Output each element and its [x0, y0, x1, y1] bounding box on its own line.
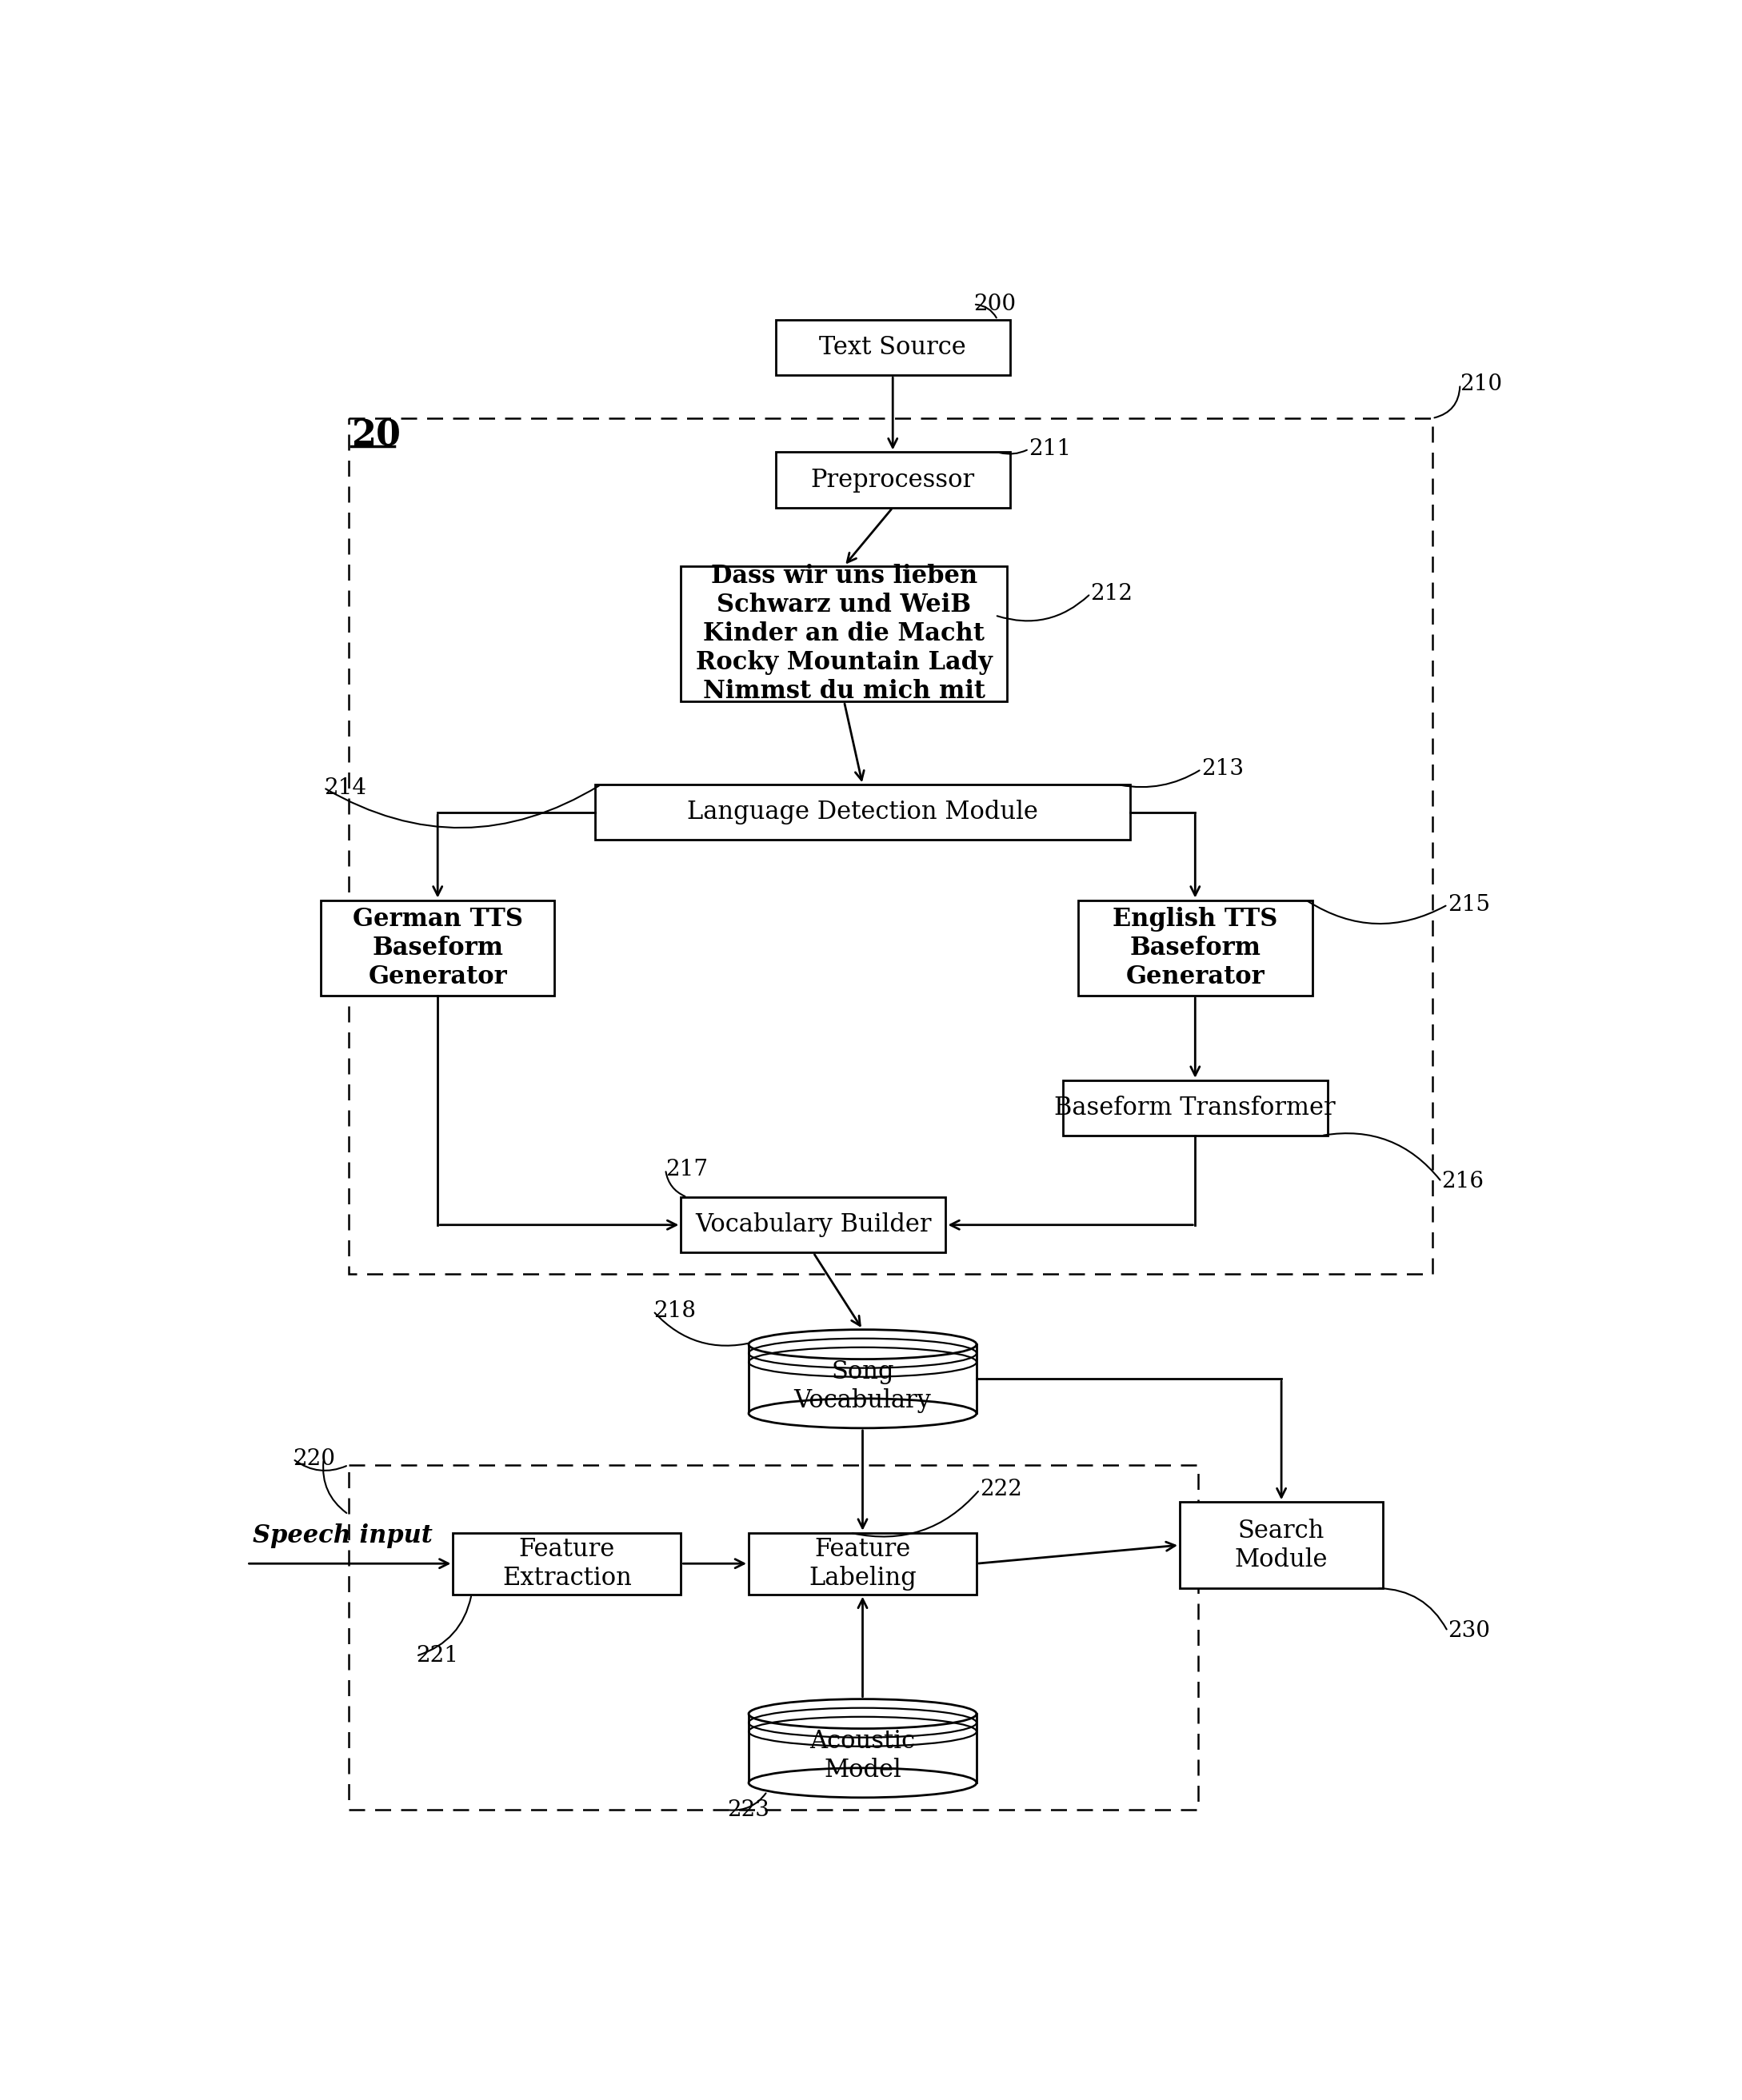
Bar	[681, 1197, 946, 1252]
Text: 222: 222	[979, 1478, 1023, 1502]
Text: 213: 213	[1202, 758, 1244, 779]
Text: 211: 211	[1030, 439, 1071, 460]
Text: Song
Vocabulary: Song Vocabulary	[794, 1359, 932, 1413]
Text: 216: 216	[1442, 1172, 1484, 1193]
Text: Search
Module: Search Module	[1235, 1518, 1327, 1571]
Text: Acoustic
Model: Acoustic Model	[810, 1728, 916, 1783]
Text: 230: 230	[1448, 1621, 1489, 1642]
Ellipse shape	[749, 1699, 977, 1728]
Text: English TTS
Baseform
Generator: English TTS Baseform Generator	[1113, 907, 1277, 989]
Bar	[775, 319, 1010, 376]
Bar	[348, 418, 1432, 1275]
Bar	[1078, 901, 1312, 995]
Text: 217: 217	[665, 1159, 707, 1180]
Text: 220: 220	[293, 1449, 334, 1470]
Bar	[749, 1533, 977, 1594]
Text: Dass wir uns lieben
Schwarz und WeiB
Kinder an die Macht
Rocky Mountain Lady
Nim: Dass wir uns lieben Schwarz und WeiB Kin…	[695, 565, 993, 704]
Bar	[681, 567, 1007, 701]
Text: Language Detection Module: Language Detection Module	[686, 800, 1038, 825]
Text: Speech input: Speech input	[253, 1522, 432, 1548]
Text: Feature
Labeling: Feature Labeling	[808, 1537, 916, 1590]
Text: Vocabulary Builder: Vocabulary Builder	[695, 1212, 932, 1237]
Text: 210: 210	[1460, 374, 1502, 395]
Text: 221: 221	[416, 1644, 458, 1667]
Text: Feature
Extraction: Feature Extraction	[502, 1537, 632, 1590]
Text: Baseform Transformer: Baseform Transformer	[1054, 1096, 1336, 1119]
Text: 212: 212	[1090, 584, 1132, 605]
Bar	[775, 452, 1010, 508]
Text: 214: 214	[324, 777, 366, 798]
Ellipse shape	[749, 1399, 977, 1428]
Ellipse shape	[749, 1768, 977, 1798]
Bar	[749, 1344, 977, 1413]
Text: 218: 218	[653, 1300, 695, 1321]
Bar	[321, 901, 554, 995]
Bar	[1063, 1079, 1327, 1136]
Text: German TTS
Baseform
Generator: German TTS Baseform Generator	[352, 907, 523, 989]
Text: Text Source: Text Source	[819, 336, 967, 359]
Text: 223: 223	[726, 1800, 770, 1821]
Text: 215: 215	[1448, 895, 1489, 916]
Bar	[1179, 1502, 1383, 1588]
Ellipse shape	[749, 1329, 977, 1359]
Bar	[453, 1533, 681, 1594]
Bar	[348, 1466, 1198, 1810]
Bar	[594, 785, 1131, 840]
Text: 200: 200	[974, 294, 1016, 315]
Bar	[749, 1714, 977, 1783]
Text: Preprocessor: Preprocessor	[810, 468, 976, 491]
Text: 20: 20	[352, 418, 401, 454]
